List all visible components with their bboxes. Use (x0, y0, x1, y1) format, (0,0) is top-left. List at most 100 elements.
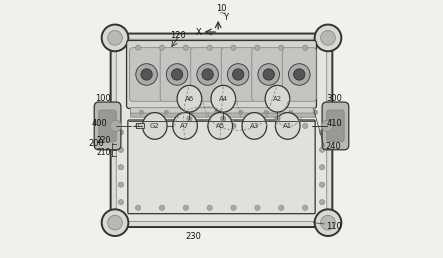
Circle shape (118, 130, 124, 135)
Circle shape (183, 205, 188, 210)
Text: A2: A2 (273, 96, 282, 102)
Circle shape (136, 123, 141, 128)
Text: A5: A5 (216, 123, 225, 129)
Circle shape (322, 120, 333, 132)
Circle shape (207, 123, 212, 128)
FancyBboxPatch shape (99, 110, 117, 142)
Circle shape (315, 209, 342, 236)
Circle shape (231, 45, 236, 50)
Circle shape (258, 64, 280, 85)
Circle shape (231, 205, 236, 210)
Text: 410: 410 (326, 119, 342, 128)
FancyBboxPatch shape (117, 39, 326, 221)
Ellipse shape (208, 112, 233, 139)
Ellipse shape (143, 112, 167, 139)
Circle shape (321, 30, 335, 45)
Text: 110: 110 (326, 222, 342, 231)
FancyBboxPatch shape (326, 110, 344, 142)
Circle shape (321, 215, 335, 230)
Circle shape (197, 64, 218, 85)
Text: A6: A6 (185, 96, 194, 102)
Circle shape (136, 45, 141, 50)
Circle shape (264, 110, 268, 114)
Circle shape (141, 69, 152, 80)
Circle shape (279, 123, 284, 128)
Circle shape (315, 25, 342, 51)
Circle shape (202, 69, 213, 80)
Circle shape (303, 205, 308, 210)
Circle shape (255, 205, 260, 210)
Circle shape (255, 123, 260, 128)
Circle shape (303, 45, 308, 50)
Text: ~: ~ (218, 9, 225, 18)
Circle shape (110, 120, 121, 132)
Circle shape (159, 123, 164, 128)
Circle shape (214, 110, 218, 114)
FancyBboxPatch shape (160, 48, 194, 101)
Circle shape (279, 45, 284, 50)
Circle shape (108, 30, 122, 45)
Circle shape (136, 64, 157, 85)
Ellipse shape (265, 85, 290, 112)
Circle shape (233, 69, 244, 80)
Circle shape (294, 69, 305, 80)
Circle shape (319, 130, 325, 135)
FancyBboxPatch shape (252, 48, 286, 101)
Circle shape (164, 110, 168, 114)
Circle shape (221, 116, 226, 121)
FancyBboxPatch shape (111, 34, 332, 227)
Text: 300: 300 (326, 94, 342, 103)
Circle shape (207, 45, 212, 50)
Circle shape (166, 64, 188, 85)
Text: 230: 230 (185, 232, 201, 241)
Text: X: X (196, 28, 202, 36)
Circle shape (279, 205, 284, 210)
Ellipse shape (177, 85, 202, 112)
Circle shape (239, 110, 243, 114)
Text: G2: G2 (150, 123, 159, 129)
Circle shape (171, 69, 183, 80)
Text: A3: A3 (250, 123, 259, 129)
FancyBboxPatch shape (94, 102, 121, 150)
Bar (136, 123, 144, 128)
Text: C: C (138, 123, 141, 128)
Circle shape (140, 110, 144, 114)
Circle shape (275, 116, 280, 121)
Circle shape (231, 123, 236, 128)
Circle shape (288, 64, 310, 85)
FancyBboxPatch shape (282, 48, 316, 101)
Circle shape (207, 205, 212, 210)
Circle shape (118, 147, 124, 152)
Circle shape (319, 147, 325, 152)
Ellipse shape (276, 112, 300, 139)
Text: 200: 200 (88, 139, 104, 148)
FancyBboxPatch shape (130, 48, 163, 101)
Ellipse shape (211, 85, 236, 112)
Circle shape (159, 205, 164, 210)
Text: 210: 210 (96, 148, 111, 157)
Ellipse shape (242, 112, 267, 139)
Text: 120: 120 (170, 31, 186, 40)
Circle shape (101, 209, 128, 236)
Circle shape (118, 165, 124, 170)
Circle shape (159, 45, 164, 50)
Circle shape (183, 123, 188, 128)
Text: 100: 100 (96, 94, 111, 103)
Circle shape (118, 200, 124, 205)
FancyBboxPatch shape (128, 120, 315, 214)
Text: 220: 220 (96, 136, 111, 145)
Circle shape (183, 45, 188, 50)
Text: Y: Y (223, 13, 228, 22)
Circle shape (319, 182, 325, 187)
Circle shape (189, 110, 193, 114)
Circle shape (187, 116, 192, 121)
Circle shape (136, 205, 141, 210)
Circle shape (101, 25, 128, 51)
Text: 240: 240 (325, 142, 341, 151)
Circle shape (118, 182, 124, 187)
FancyBboxPatch shape (130, 108, 315, 115)
Text: A7: A7 (180, 123, 190, 129)
FancyBboxPatch shape (221, 48, 255, 101)
Circle shape (289, 110, 293, 114)
Ellipse shape (173, 112, 198, 139)
